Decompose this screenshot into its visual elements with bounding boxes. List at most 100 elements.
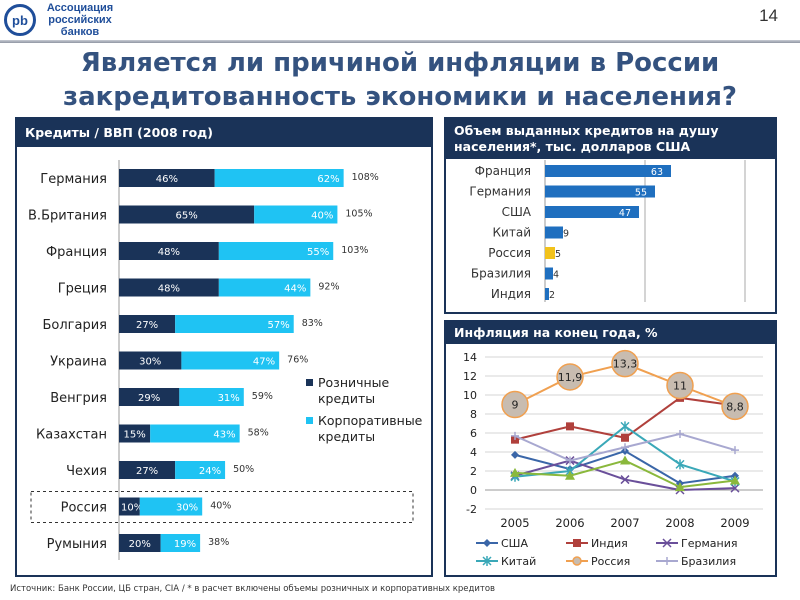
bar (545, 165, 671, 177)
category-label: Германия (469, 185, 531, 199)
retail-bar (119, 497, 140, 516)
data-label: 8,8 (726, 400, 744, 413)
total-label: 50% (233, 464, 254, 475)
bar-label: 55 (635, 188, 647, 199)
category-label: Франция (475, 164, 531, 178)
org-name-line: российских (48, 14, 112, 26)
bar-label: 20% (129, 539, 151, 550)
marker (566, 422, 574, 431)
bar (545, 185, 655, 198)
category-label: Болгария (43, 318, 108, 333)
legend-label: кредиты (318, 429, 375, 444)
total-label: 105% (345, 209, 372, 220)
corporate-bar (214, 169, 344, 187)
category-label: Греция (58, 282, 107, 297)
marker (501, 390, 529, 419)
total-label: 38% (208, 537, 229, 548)
bar (545, 206, 639, 218)
bar (545, 226, 563, 239)
category-label: Германия (40, 172, 107, 187)
marker (621, 443, 629, 452)
data-label: 13,3 (613, 358, 638, 371)
bar-label: 57% (267, 320, 289, 331)
bar-label: 47 (619, 208, 631, 219)
category-label: Россия (61, 501, 107, 516)
legend-label: кредиты (318, 391, 375, 406)
marker (556, 363, 584, 391)
bar-label: 46% (156, 174, 178, 185)
marker (611, 349, 639, 378)
title-line: Является ли причиной инфляции в России (80, 48, 720, 78)
legend-swatch (306, 379, 313, 386)
retail-bar (119, 424, 151, 443)
bar-label: 48% (158, 284, 180, 295)
marker (573, 539, 581, 547)
x-tick-label: 2006 (555, 516, 584, 530)
bar-label: 48% (158, 247, 180, 258)
bar-label: 30% (176, 503, 198, 514)
org-name: Ассоциация российских банков (40, 2, 120, 38)
marker (666, 371, 694, 400)
y-tick-label: 2 (470, 465, 477, 478)
marker (511, 450, 519, 459)
category-label: Россия (488, 246, 531, 260)
bar-label: 27% (136, 320, 158, 331)
marker (572, 556, 582, 566)
total-label: 83% (302, 318, 323, 329)
legend-label: Россия (591, 555, 630, 568)
bar-label: 44% (284, 284, 306, 295)
x-tick-label: 2009 (720, 516, 749, 530)
legend-label: Индия (591, 537, 628, 550)
marker (565, 470, 575, 480)
bar-label: 47% (253, 357, 275, 368)
y-tick-label: 14 (463, 351, 477, 364)
retail-bar (119, 351, 182, 370)
page-title: Является ли причиной инфляции в России з… (0, 46, 800, 114)
total-label: 108% (352, 172, 379, 183)
page-number: 14 (759, 6, 778, 25)
inflation-panel: Инфляция на конец года, % (444, 320, 777, 577)
bar (545, 288, 549, 300)
marker (510, 467, 520, 477)
highlight-box (30, 491, 414, 523)
corporate-bar (150, 424, 240, 443)
marker (730, 475, 740, 485)
total-label: 103% (341, 245, 368, 256)
corporate-bar (175, 315, 294, 333)
data-label: 11 (673, 380, 687, 393)
panel-title: Инфляция на конец года, % (446, 322, 775, 344)
corporate-bar (254, 205, 338, 224)
corporate-bar (179, 388, 244, 406)
category-label: Индия (491, 287, 531, 301)
corporate-bar (175, 461, 226, 479)
y-tick-label: 8 (470, 408, 477, 421)
x-tick-label: 2005 (500, 516, 529, 530)
marker (675, 459, 685, 470)
marker (483, 539, 491, 547)
y-tick-label: 6 (470, 427, 477, 440)
marker (731, 446, 739, 455)
source-note: Источник: Банк России, ЦБ стран, CIA / *… (10, 584, 496, 594)
category-label: Бразилия (471, 267, 531, 281)
category-label: В.Британия (28, 209, 107, 224)
category-label: Франция (46, 245, 107, 260)
category-label: Китай (493, 226, 531, 240)
category-label: Румыния (47, 537, 107, 552)
marker (676, 429, 684, 438)
category-label: Украина (50, 355, 107, 370)
legend-label: Корпоративные (318, 413, 423, 428)
total-label: 58% (248, 428, 269, 439)
corporate-bar (218, 242, 334, 260)
legend-label: США (501, 537, 528, 550)
title-line: закредитованность экономики и населения? (62, 82, 738, 112)
panel-title: Кредиты / ВВП (2008 год) (17, 119, 431, 147)
marker (511, 431, 519, 440)
legend-label: Бразилия (681, 555, 736, 568)
marker (482, 556, 492, 566)
corporate-bar (218, 278, 311, 297)
divider (0, 40, 800, 43)
bar-label: 19% (174, 539, 196, 550)
corporate-bar (181, 351, 280, 370)
retail-bar (119, 169, 215, 187)
